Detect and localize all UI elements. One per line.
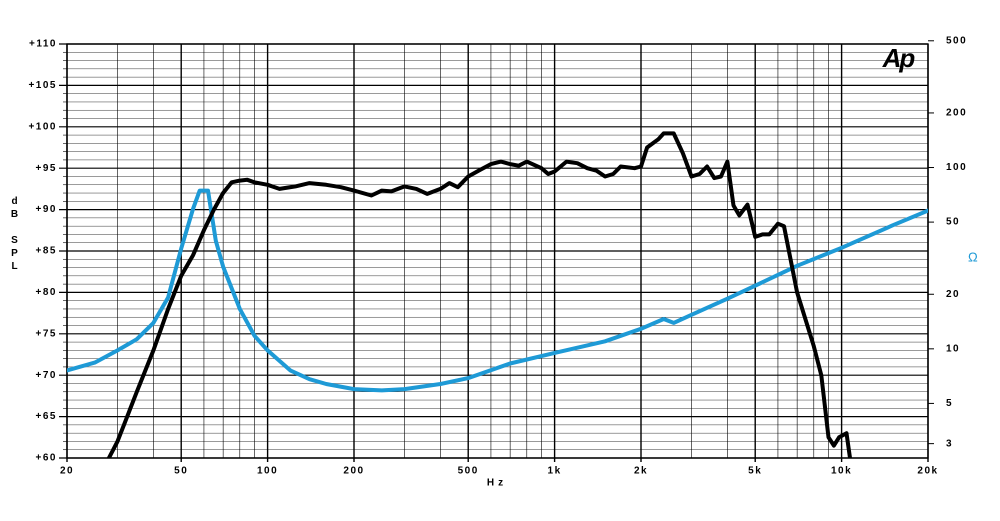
- y2-tick-label: 5: [946, 398, 953, 409]
- curves: [67, 131, 928, 458]
- y-tick-label: +75: [36, 328, 57, 339]
- y2-tick-label: 50: [946, 217, 960, 228]
- x-tick-label: 1k: [548, 466, 562, 477]
- x-tick-label: 500: [458, 466, 479, 477]
- plot-frame: [66, 43, 929, 459]
- grid: [59, 40, 934, 462]
- y-tick-label: +95: [36, 163, 57, 174]
- x-tick-label: 100: [257, 466, 278, 477]
- x-tick-label: 2k: [634, 466, 648, 477]
- y-tick-label: +105: [28, 80, 57, 91]
- y-tick-label: +80: [36, 287, 57, 298]
- y-tick-label: +60: [36, 453, 57, 464]
- x-axis-label: Hz: [487, 478, 507, 489]
- y2-tick-label: 500: [946, 35, 967, 46]
- y-tick-label: +100: [28, 121, 57, 132]
- y-tick-label: +70: [36, 370, 57, 381]
- y-axis-label: dB SPL: [9, 196, 20, 274]
- logo: Ap: [882, 43, 916, 73]
- y-tick-label: +65: [36, 411, 57, 422]
- x-tick-label: 200: [343, 466, 364, 477]
- x-tick-label: 20: [60, 466, 74, 477]
- y2-tick-label: 3: [946, 438, 953, 449]
- x-tick-label: 50: [174, 466, 188, 477]
- x-tick-label: 10k: [831, 466, 852, 477]
- y2-tick-label: 10: [946, 343, 960, 354]
- y2-tick-label: 20: [946, 289, 960, 300]
- x-tick-label: 5k: [748, 466, 762, 477]
- y2-tick-label: 200: [946, 108, 967, 119]
- y-tick-label: +85: [36, 246, 57, 257]
- curve: [106, 131, 852, 458]
- y-tick-label: +110: [29, 39, 57, 50]
- x-tick-label: 20k: [917, 466, 938, 477]
- y-tick-label: +90: [36, 204, 57, 215]
- y2-axis-label: Ω: [968, 249, 979, 264]
- curve: [67, 188, 928, 393]
- y2-tick-label: 100: [946, 162, 967, 173]
